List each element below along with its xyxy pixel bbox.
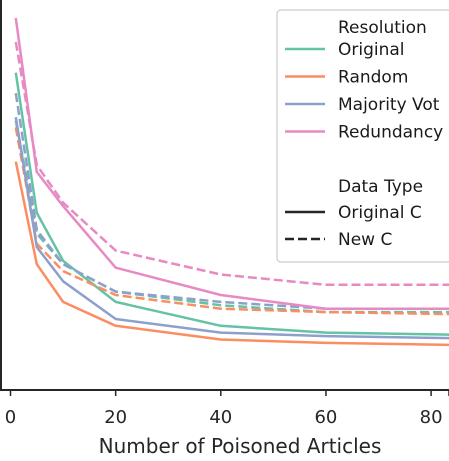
legend-resolution-entries: Original Random Majority Vot Redundancy	[285, 40, 443, 143]
x-axis-title: Number of Poisoned Articles	[99, 434, 382, 458]
x-tick-label: 20	[104, 407, 127, 428]
x-ticks: 0204060801	[5, 390, 449, 428]
series-line-majority-vot-dashed	[14, 93, 449, 310]
legend-label-random: Random	[338, 68, 408, 88]
series-layer	[14, 17, 449, 347]
legend-label-majority-vot: Majority Vot	[338, 95, 440, 115]
legend-title-resolution: Resolution	[338, 18, 427, 38]
legend-label-original-c: Original C	[338, 203, 422, 223]
series-line-majority-vot-solid	[14, 117, 449, 340]
legend-label-new-c: New C	[338, 230, 392, 250]
x-tick-label: 60	[314, 407, 337, 428]
legend-title-data-type: Data Type	[338, 177, 423, 197]
x-tick-label: 0	[5, 407, 16, 428]
legend-label-redundancy: Redundancy	[338, 123, 443, 143]
series-line-redundancy-dashed	[14, 41, 449, 287]
legend-label-original: Original	[338, 40, 405, 60]
series-line-redundancy-solid	[14, 17, 449, 310]
legend-data-type-entries: Original C New C	[285, 203, 422, 250]
axes-frame	[0, 0, 449, 391]
legend-box	[276, 9, 449, 263]
x-tick-label: 80	[420, 407, 443, 428]
legend: Resolution Original Random Majority Vot Red…	[276, 9, 449, 263]
series-line-random-solid	[14, 161, 449, 347]
x-tick-label: 40	[209, 407, 232, 428]
series-line-original-solid	[14, 72, 449, 336]
